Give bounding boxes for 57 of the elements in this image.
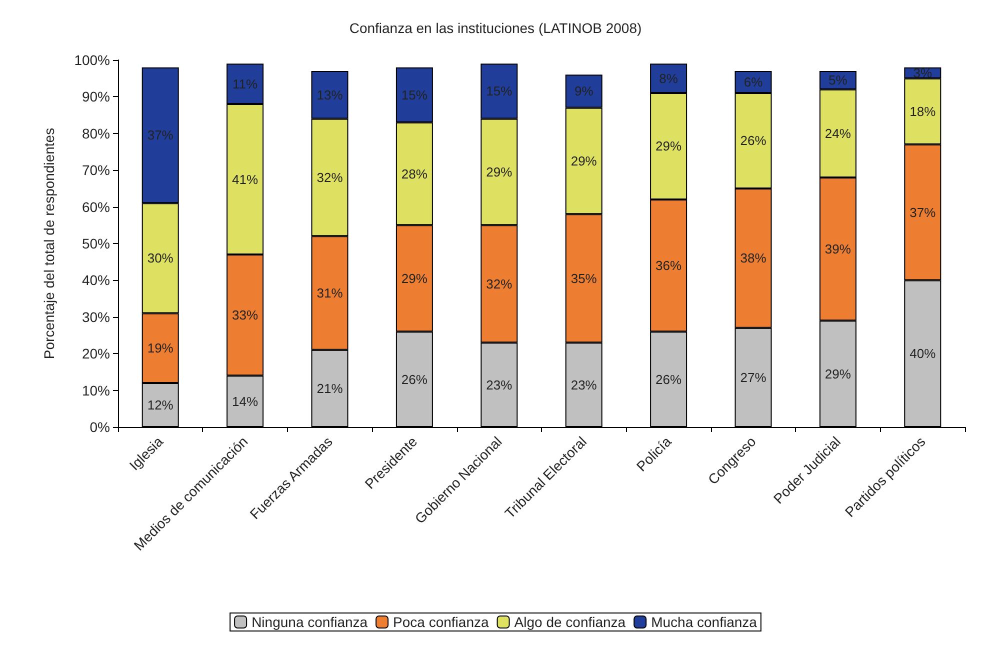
y-tick-label: 20%: [82, 346, 110, 362]
data-label: 39%: [824, 242, 852, 257]
data-label: 29%: [656, 138, 682, 154]
y-tick-label: 80%: [82, 125, 110, 142]
y-tick-label: 70%: [82, 162, 110, 178]
data-label: 29%: [570, 153, 598, 168]
data-label: 26%: [401, 372, 428, 387]
data-label: 9%: [574, 84, 594, 99]
data-label: 32%: [486, 276, 513, 292]
legend-label: Ninguna confianza: [252, 614, 368, 630]
data-label: 40%: [910, 346, 936, 362]
data-label: 23%: [486, 377, 513, 392]
data-label: 21%: [316, 380, 344, 396]
chart-title: Confianza en las instituciones (LATINOB 2008): [349, 20, 642, 36]
y-axis-title: Porcentaje del total de respondientes: [41, 128, 57, 360]
y-tick-label: 30%: [82, 308, 110, 325]
data-label: 30%: [147, 250, 174, 266]
y-tick-label: 0%: [90, 419, 110, 435]
data-label: 12%: [147, 397, 174, 412]
data-label: 6%: [744, 74, 764, 90]
data-label: 26%: [740, 133, 767, 148]
data-label: 28%: [401, 166, 428, 182]
data-label: 41%: [232, 172, 258, 187]
data-label: 36%: [656, 258, 682, 274]
data-label: 15%: [486, 84, 513, 99]
data-label: 18%: [910, 104, 936, 119]
y-tick-label: 100%: [74, 52, 110, 68]
data-label: 37%: [147, 128, 174, 143]
data-label: 29%: [486, 164, 513, 180]
data-label: 38%: [740, 250, 767, 266]
data-label: 23%: [570, 377, 598, 392]
data-label: 29%: [401, 270, 428, 286]
data-label: 15%: [401, 87, 428, 102]
data-label: 37%: [910, 204, 936, 220]
data-label: 31%: [316, 286, 344, 301]
data-label: 32%: [316, 170, 344, 185]
data-label: 27%: [740, 370, 767, 385]
data-label: 13%: [316, 87, 344, 102]
y-tick-label: 40%: [82, 272, 110, 288]
y-tick-label: 10%: [82, 382, 110, 398]
data-label: 5%: [828, 72, 848, 88]
legend-label: Poca confianza: [393, 614, 489, 630]
data-label: 19%: [147, 340, 174, 356]
data-label: 3%: [913, 65, 932, 80]
data-label: 26%: [656, 372, 682, 387]
data-label: 8%: [659, 70, 678, 86]
data-label: 14%: [232, 394, 258, 409]
data-label: 35%: [570, 270, 598, 286]
y-tick-label: 60%: [82, 198, 110, 215]
legend-label: Algo de confianza: [514, 614, 626, 630]
data-label: 11%: [232, 76, 258, 92]
y-tick-label: 50%: [82, 236, 110, 252]
data-label: 29%: [824, 366, 852, 382]
data-label: 24%: [824, 126, 852, 141]
data-label: 33%: [232, 308, 258, 323]
legend-label: Mucha confianza: [651, 614, 758, 630]
y-tick-label: 90%: [82, 88, 110, 105]
